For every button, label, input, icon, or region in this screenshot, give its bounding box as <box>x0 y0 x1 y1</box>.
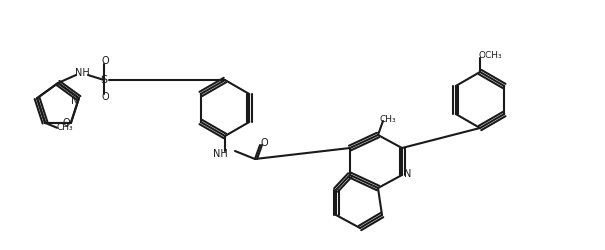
Text: O: O <box>62 118 70 128</box>
Text: N: N <box>404 169 411 179</box>
Text: OCH₃: OCH₃ <box>478 52 502 60</box>
Text: O: O <box>260 138 268 148</box>
Text: S: S <box>100 75 108 85</box>
Text: O: O <box>101 56 109 66</box>
Text: NH: NH <box>74 68 90 78</box>
Text: CH₃: CH₃ <box>380 114 396 124</box>
Text: N: N <box>71 96 79 106</box>
Text: NH: NH <box>212 149 227 159</box>
Text: O: O <box>101 92 109 102</box>
Text: CH₃: CH₃ <box>57 123 73 132</box>
